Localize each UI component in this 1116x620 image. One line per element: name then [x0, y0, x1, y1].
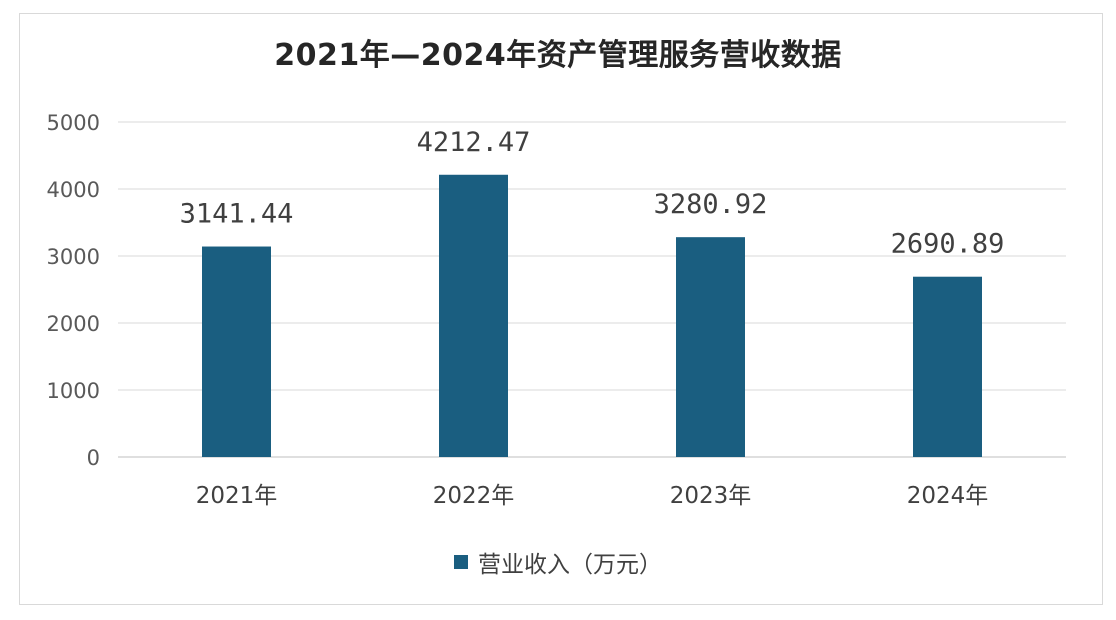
x-category-label: 2024年: [907, 483, 989, 509]
data-label: 2690.89: [891, 229, 1005, 260]
x-category-label: 2022年: [433, 483, 515, 509]
y-tick-label: 0: [87, 446, 100, 470]
y-tick-label: 3000: [47, 245, 100, 269]
legend: 营业收入（万元）: [0, 545, 1116, 579]
legend-swatch: [454, 555, 468, 569]
y-tick-label: 5000: [47, 111, 100, 135]
bar: [913, 276, 982, 457]
data-label: 3141.44: [180, 199, 294, 230]
x-category-label: 2023年: [670, 483, 752, 509]
bar: [202, 246, 271, 457]
bar: [676, 237, 745, 457]
y-tick-label: 1000: [47, 379, 100, 403]
data-label: 3280.92: [654, 189, 768, 220]
bar: [439, 174, 508, 457]
legend-label: 营业收入（万元）: [478, 552, 662, 578]
x-category-label: 2021年: [196, 483, 278, 509]
chart-title: 2021年—2024年资产管理服务营收数据: [274, 38, 842, 73]
y-tick-label: 4000: [47, 178, 100, 202]
data-label: 4212.47: [417, 127, 531, 158]
y-tick-label: 2000: [47, 312, 100, 336]
